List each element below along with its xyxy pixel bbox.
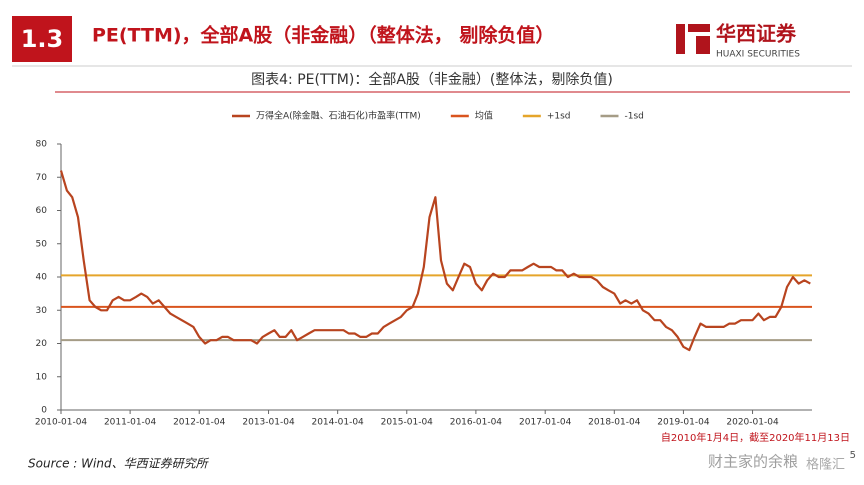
- y-tick-label: 20: [36, 339, 48, 349]
- watermark: 财主家的余粮: [708, 453, 798, 471]
- x-tick-label: 2017-01-04: [519, 418, 572, 428]
- x-tick-label: 2011-01-04: [104, 418, 157, 428]
- figure-caption: 图表4: PE(TTM)：全部A股（非金融）(整体法，剔除负值): [251, 71, 613, 88]
- x-tick-label: 2012-01-04: [173, 418, 226, 428]
- legend-label: -1sd: [625, 112, 644, 122]
- y-tick-label: 10: [36, 372, 48, 382]
- source: Source : Wind、华西证券研究所: [28, 457, 210, 471]
- y-tick-label: 80: [36, 140, 48, 150]
- section-box: [12, 16, 72, 62]
- section-number: 1.3: [21, 25, 64, 53]
- watermark-2: 格隆汇: [806, 457, 845, 473]
- logo-cn: 华西证券: [716, 22, 797, 46]
- y-tick-label: 70: [36, 173, 48, 183]
- x-tick-label: 2016-01-04: [450, 418, 503, 428]
- slide-title: PE(TTM)，全部A股（非金融）（整体法， 剔除负值）: [92, 24, 554, 47]
- legend-label: 万得全A(除金融、石油石化)市盈率(TTM): [256, 110, 421, 122]
- logo: [676, 24, 710, 54]
- legend-label: +1sd: [547, 112, 571, 122]
- y-tick-label: 60: [36, 206, 48, 216]
- legend-label: 均值: [475, 110, 493, 122]
- x-tick-label: 2010-01-04: [35, 418, 88, 428]
- pe-line: [59, 170, 811, 352]
- y-tick-label: 50: [36, 239, 48, 249]
- y-tick-label: 0: [41, 406, 47, 416]
- x-tick-label: 2015-01-04: [381, 418, 434, 428]
- x-tick-label: 2019-01-04: [657, 418, 710, 428]
- x-tick-label: 2020-01-04: [726, 418, 779, 428]
- logo-en: HUAXI SECURITIES: [716, 50, 800, 60]
- page-number: 5: [850, 450, 856, 461]
- x-tick-label: 2018-01-04: [588, 418, 641, 428]
- x-tick-label: 2013-01-04: [242, 418, 295, 428]
- x-tick-label: 2014-01-04: [311, 418, 364, 428]
- y-tick-label: 30: [36, 306, 48, 316]
- note: 自2010年1月4日，截至2020年11月13日: [661, 431, 850, 444]
- y-tick-label: 40: [36, 273, 48, 283]
